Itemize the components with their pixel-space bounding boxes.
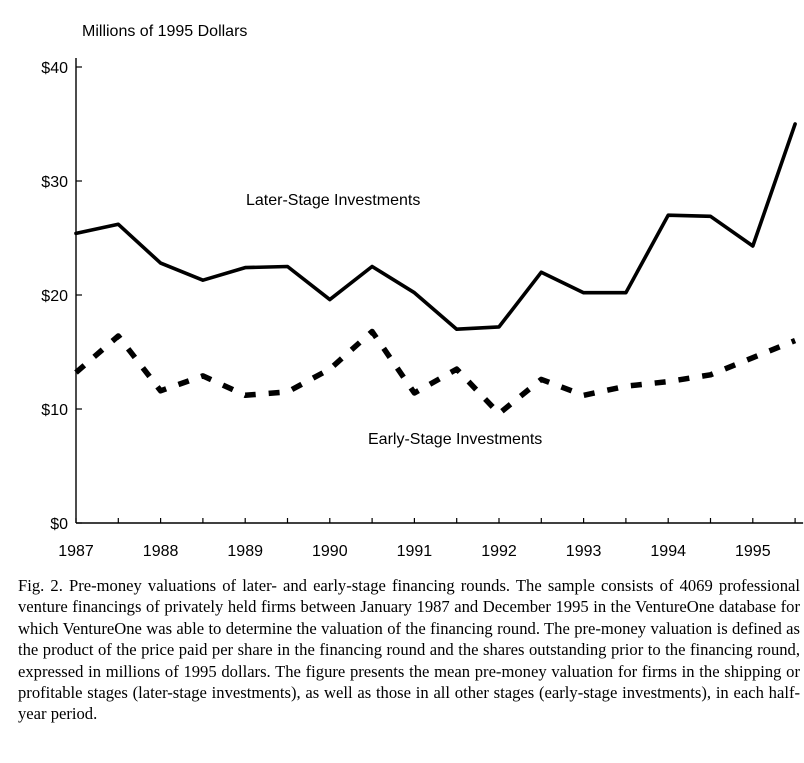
y-tick-label: $30	[41, 174, 68, 191]
x-tick-label: 1988	[143, 543, 179, 560]
x-tick-label: 1987	[58, 543, 94, 560]
figure-caption: Fig. 2. Pre-money valuations of later- a…	[18, 576, 800, 724]
y-axis-title: Millions of 1995 Dollars	[82, 23, 247, 40]
series-label-later-stage: Later-Stage Investments	[246, 192, 420, 209]
valuation-chart: Millions of 1995 Dollars $0$10$20$30$40 …	[41, 23, 804, 560]
x-tick-label: 1991	[397, 543, 433, 560]
series-line-early-stage	[74, 328, 797, 417]
y-tick-label: $10	[41, 402, 68, 419]
x-tick-label: 1993	[566, 543, 602, 560]
x-tick-label: 1995	[735, 543, 771, 560]
x-tick-label: 1990	[312, 543, 348, 560]
y-tick-label: $20	[41, 288, 68, 305]
x-ticks: 1987 1988 1989 1990 1991 1992 1993 1994 1995	[58, 518, 796, 560]
series-line-later-stage	[74, 122, 797, 332]
axes	[75, 58, 804, 524]
x-tick-label: 1992	[481, 543, 517, 560]
y-ticks: $0 $10 $20 $30 $40	[41, 60, 82, 533]
series-label-early-stage: Early-Stage Investments	[368, 431, 542, 448]
x-tick-label: 1989	[227, 543, 263, 560]
x-tick-label: 1994	[650, 543, 686, 560]
series-lines	[74, 122, 797, 417]
y-tick-label: $40	[41, 60, 68, 77]
y-tick-label: $0	[50, 516, 68, 533]
